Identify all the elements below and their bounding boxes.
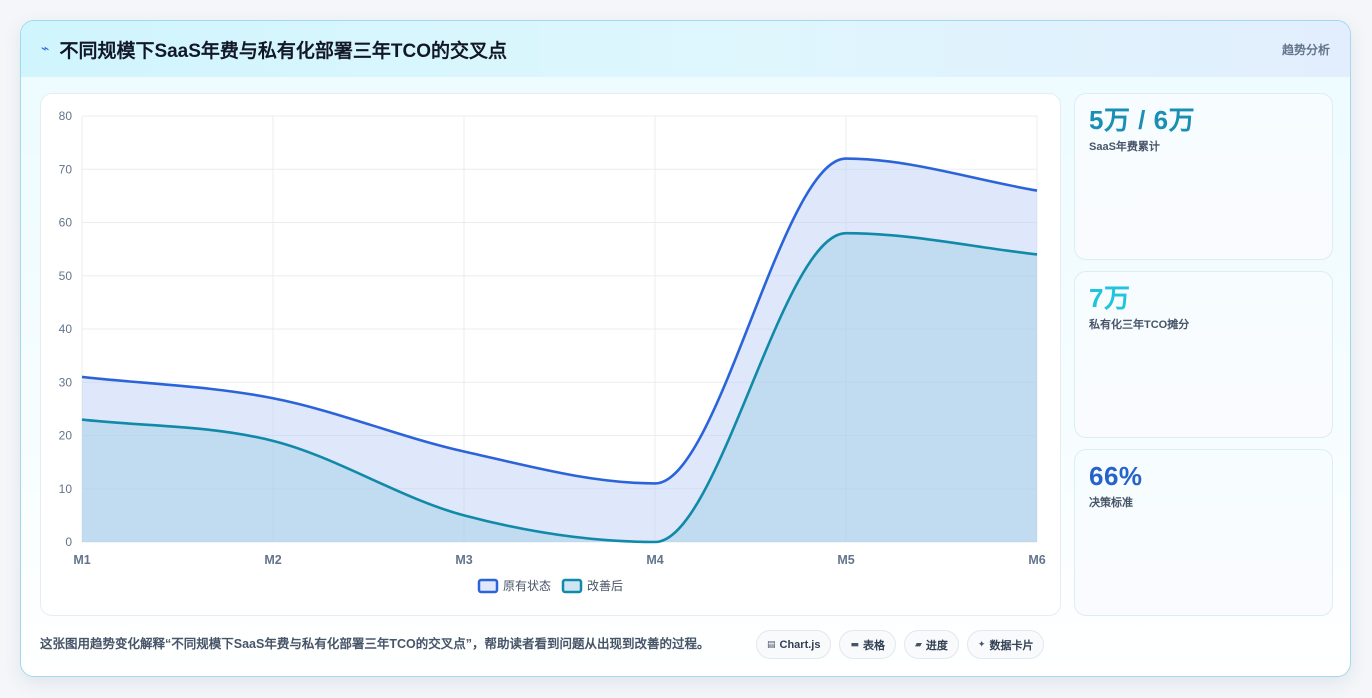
x-tick-label: M1: [73, 553, 90, 567]
series-area-2: [82, 233, 1037, 542]
page-title: 不同规模下SaaS年费与私有化部署三年TCO的交叉点: [59, 40, 508, 62]
y-tick-label: 30: [59, 375, 73, 389]
y-tick-label: 40: [59, 322, 73, 336]
progress-icon: ▰: [915, 639, 922, 650]
header-tag: 趋势分析: [1281, 42, 1330, 57]
legend-label: 原有状态: [503, 579, 551, 593]
chart-panel: 0 10 20 30 40 50 60 70 80 M1 M2 M3 M4 M5 M6 原有状态 改善后: [40, 93, 1061, 616]
stat-value: 7万: [1089, 283, 1131, 313]
stat-card-decision: 66% 决策标准: [1074, 449, 1333, 616]
chart-icon: ▤: [767, 639, 776, 650]
chart-description: 这张图用趋势变化解释“不同规模下SaaS年费与私有化部署三年TCO的交叉点”，帮…: [40, 637, 710, 651]
legend-label: 改善后: [587, 578, 623, 593]
chip-chartjs[interactable]: ▤ Chart.js: [756, 630, 832, 659]
y-tick-label: 10: [59, 482, 73, 496]
chip-label: 进度: [925, 639, 948, 652]
stat-card-saas: 5万 / 6万 SaaS年费累计: [1074, 93, 1333, 260]
stat-value: 5万 / 6万: [1089, 105, 1196, 135]
legend-swatch: [561, 578, 583, 594]
stat-label: 私有化三年TCO摊分: [1089, 319, 1190, 331]
stat-label: SaaS年费累计: [1089, 141, 1160, 153]
sparkle-icon: ✦: [977, 639, 986, 650]
y-tick-label: 80: [59, 109, 73, 123]
chip-data-card[interactable]: ✦ 数据卡片: [966, 630, 1045, 659]
x-tick-label: M6: [1028, 553, 1045, 567]
series-line-2: [81, 231, 1038, 544]
card-header: ⌁ 不同规模下SaaS年费与私有化部署三年TCO的交叉点 趋势分析: [21, 21, 1350, 77]
series-line-1: [81, 157, 1038, 485]
y-tick-label: 0: [65, 535, 72, 549]
y-tick-label: 70: [59, 162, 73, 176]
legend-swatch: [477, 578, 499, 594]
tech-chips: ▤ Chart.js ▬ 表格 ▰ 进度 ✦ 数据卡片: [756, 630, 1045, 659]
x-tick-label: M2: [264, 553, 281, 567]
y-tick-label: 60: [59, 216, 73, 230]
x-tick-label: M3: [455, 553, 472, 567]
stat-card-private: 7万 私有化三年TCO摊分: [1074, 271, 1333, 438]
chip-label: 表格: [863, 639, 885, 652]
area-chart: 0 10 20 30 40 50 60 70 80 M1 M2 M3 M4 M5 M6 原有状态 改善后: [59, 109, 1046, 594]
stat-value: 66%: [1089, 461, 1143, 491]
x-tick-label: M4: [646, 553, 663, 567]
chip-label: 数据卡片: [989, 639, 1034, 652]
stat-label: 决策标准: [1089, 497, 1133, 509]
chip-label: Chart.js: [779, 638, 821, 651]
y-tick-label: 20: [59, 429, 73, 443]
table-icon: ▬: [850, 639, 859, 650]
chip-table[interactable]: ▬ 表格: [839, 630, 896, 659]
x-tick-label: M5: [837, 553, 854, 567]
dashboard-card: ⌁ 不同规模下SaaS年费与私有化部署三年TCO的交叉点 趋势分析 0 10 20 3…: [20, 20, 1351, 677]
trend-icon: ⌁: [41, 41, 50, 57]
chip-progress[interactable]: ▰ 进度: [904, 630, 959, 659]
y-tick-label: 50: [59, 269, 73, 283]
